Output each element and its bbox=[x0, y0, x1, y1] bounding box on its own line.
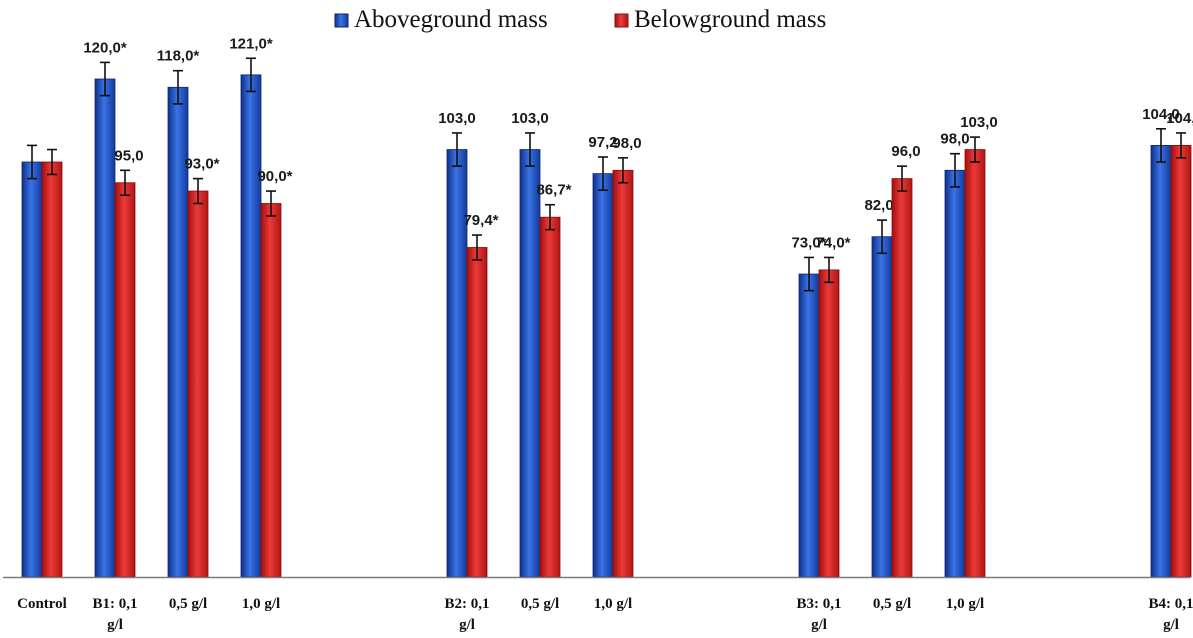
tick-label: B2: 0,1 bbox=[445, 596, 490, 612]
data-label: 86,7* bbox=[536, 182, 571, 199]
bar-belowground bbox=[892, 179, 912, 577]
legend-swatch-belowground bbox=[615, 14, 628, 27]
legend: Aboveground mass Belowground mass bbox=[335, 6, 826, 33]
data-label: 120,0* bbox=[83, 39, 127, 56]
tick-label: B4: 0,1 bbox=[1149, 596, 1193, 612]
data-label: 79,4* bbox=[463, 212, 498, 229]
tick-label: 1,0 g/l bbox=[946, 596, 984, 612]
category-0-2: 118,0* 93,0* bbox=[157, 48, 220, 577]
bar-aboveground bbox=[241, 75, 261, 577]
category-0-0 bbox=[22, 145, 62, 577]
category-2-0: 73,0*74,0* bbox=[791, 234, 850, 577]
tick-label: g/l bbox=[811, 617, 827, 633]
bar-aboveground bbox=[95, 79, 115, 577]
data-label: 118,0* bbox=[157, 48, 200, 65]
data-label: 104,0 bbox=[1166, 110, 1193, 127]
data-label: 103,0 bbox=[438, 110, 476, 127]
data-label: 96,0 bbox=[891, 143, 920, 160]
tick-label: 0,5 g/l bbox=[873, 596, 911, 612]
tick-label: B3: 0,1 bbox=[797, 596, 842, 612]
data-label: 98,0 bbox=[940, 131, 969, 148]
tick-label: g/l bbox=[459, 617, 475, 633]
bar-belowground bbox=[115, 183, 135, 577]
bar-belowground bbox=[42, 162, 62, 577]
bar-aboveground bbox=[799, 274, 819, 577]
category-1-2: 97,298,0 bbox=[588, 134, 641, 577]
bar-belowground bbox=[819, 270, 839, 577]
data-label: 74,0* bbox=[815, 234, 850, 251]
bar-belowground bbox=[613, 170, 633, 577]
bar-aboveground bbox=[520, 150, 540, 577]
tick-label: 1,0 g/l bbox=[594, 596, 632, 612]
bar-belowground bbox=[540, 217, 560, 577]
bar-aboveground bbox=[1151, 145, 1171, 577]
x-axis: Control B1: 0,1 g/l 0,5 g/l 1,0 g/l B2: 0,1 g/… bbox=[3, 578, 1193, 634]
data-label: 90,0* bbox=[257, 168, 292, 185]
tick-label: B1: 0,1 bbox=[93, 596, 138, 612]
tick-label: 0,5 g/l bbox=[169, 596, 207, 612]
data-label: 121,0* bbox=[229, 35, 273, 52]
data-label: 95,0 bbox=[114, 147, 143, 164]
bar-aboveground bbox=[22, 162, 42, 577]
category-2-1: 82,0*96,0 bbox=[864, 143, 920, 577]
tick-label: Control bbox=[17, 596, 67, 612]
bar-belowground bbox=[965, 150, 985, 577]
category-0-3: 121,0* 90,0* bbox=[229, 35, 292, 577]
data-label: 103,0 bbox=[511, 110, 549, 127]
bar-aboveground bbox=[593, 174, 613, 577]
legend-swatch-aboveground bbox=[335, 14, 348, 27]
category-1-1: 103,0 86,7* bbox=[511, 110, 571, 577]
data-label: 103,0 bbox=[960, 114, 998, 131]
bar-belowground bbox=[261, 204, 281, 578]
bar-aboveground bbox=[872, 237, 892, 577]
legend-label-aboveground: Aboveground mass bbox=[354, 6, 548, 33]
category-1-0: 103,0 79,4* bbox=[438, 110, 498, 577]
bar-belowground bbox=[1171, 145, 1191, 577]
bar-belowground bbox=[467, 247, 487, 577]
tick-label: 1,0 g/l bbox=[242, 596, 280, 612]
bars-layer: 120,0* 95,0 118,0* 93,0* 121,0* 90,0* 103,0 79,… bbox=[22, 35, 1193, 577]
bar-aboveground bbox=[945, 170, 965, 577]
data-label: 93,0* bbox=[184, 156, 219, 173]
tick-label: g/l bbox=[107, 617, 123, 633]
category-0-1: 120,0* 95,0 bbox=[83, 39, 143, 577]
legend-label-belowground: Belowground mass bbox=[634, 6, 826, 33]
tick-label: g/l bbox=[1163, 617, 1179, 633]
data-label: 98,0 bbox=[612, 135, 641, 152]
tick-label: 0,5 g/l bbox=[521, 596, 559, 612]
bar-belowground bbox=[188, 191, 208, 577]
